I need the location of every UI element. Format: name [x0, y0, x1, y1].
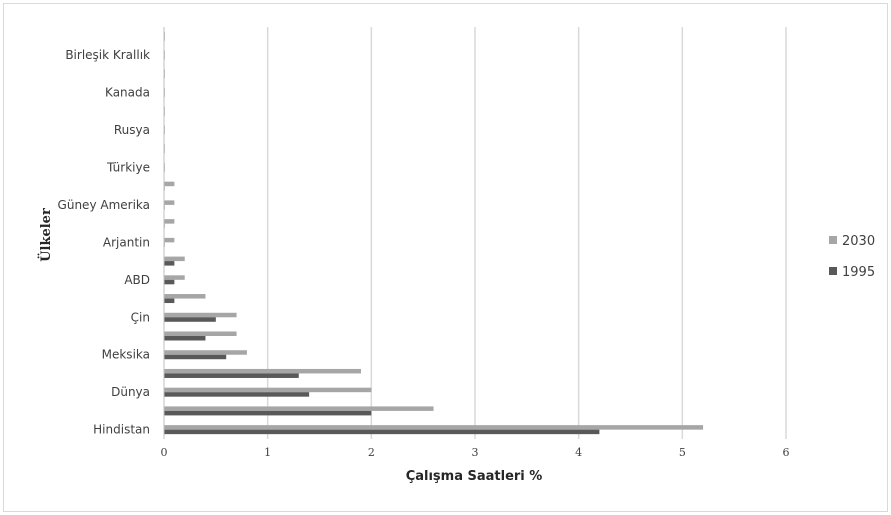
category-label: Birleşik Krallık: [65, 48, 150, 62]
category-label: Meksika: [102, 348, 150, 362]
bar-2030: [164, 312, 237, 318]
bar-1995: [164, 298, 175, 304]
x-axis-title: Çalışma Saatleri %: [406, 469, 543, 484]
bar-2030: [164, 200, 175, 205]
bar-1995: [164, 429, 600, 435]
x-tick-label: 0: [161, 446, 168, 459]
bar-1995: [164, 354, 227, 360]
category-label: Dünya: [111, 385, 150, 399]
legend-label-1995: 1995: [842, 265, 875, 280]
x-tick-label: 1: [264, 446, 271, 459]
gridlines: [266, 27, 787, 439]
bar-1995: [164, 279, 175, 285]
bar-2030: [164, 350, 247, 355]
category-labels: Hindistan Dünya Meksika Çin ABD Arjantin Güney…: [58, 48, 150, 437]
bar-1995: [164, 336, 206, 341]
x-tick-label: 5: [679, 446, 686, 459]
legend-label-2030: 2030: [842, 234, 875, 249]
category-label: Güney Amerika: [58, 198, 150, 212]
category-label: Türkiye: [106, 160, 150, 174]
bar-2030: [164, 237, 175, 243]
bar-2030: [164, 387, 372, 393]
bar-2030: [164, 294, 206, 299]
legend: 2030 1995: [829, 234, 875, 280]
x-tick-label: 3: [472, 446, 479, 459]
category-label: Hindistan: [93, 423, 150, 437]
bar-1995: [164, 261, 175, 266]
legend-swatch-2030: [829, 236, 837, 244]
x-tick-label: 6: [783, 446, 790, 459]
bar-2030: [164, 181, 175, 187]
category-label: Rusya: [114, 123, 150, 137]
x-tick-label: 2: [368, 446, 375, 459]
bar-1995: [164, 317, 216, 322]
bar-1995: [164, 410, 372, 416]
category-label: Kanada: [105, 86, 150, 100]
bar-2030: [164, 256, 185, 262]
y-axis-title: Ülkeler: [37, 208, 54, 262]
bar-2030: [164, 331, 237, 336]
x-tick-label: 4: [575, 446, 582, 459]
category-label: Çin: [131, 310, 150, 324]
x-tick-labels: 0 1 2 3 4 5 6: [161, 446, 790, 459]
legend-swatch-1995: [829, 267, 837, 275]
bar-2030: [164, 275, 185, 280]
bar-2030: [164, 219, 175, 224]
category-label: Arjantin: [103, 235, 150, 249]
bar-2030: [164, 425, 704, 430]
category-label: ABD: [124, 273, 150, 287]
bar-2030: [164, 406, 434, 411]
bar-1995: [164, 373, 299, 378]
bars: [163, 31, 704, 435]
bar-1995: [164, 392, 310, 397]
bar-2030: [164, 368, 361, 374]
